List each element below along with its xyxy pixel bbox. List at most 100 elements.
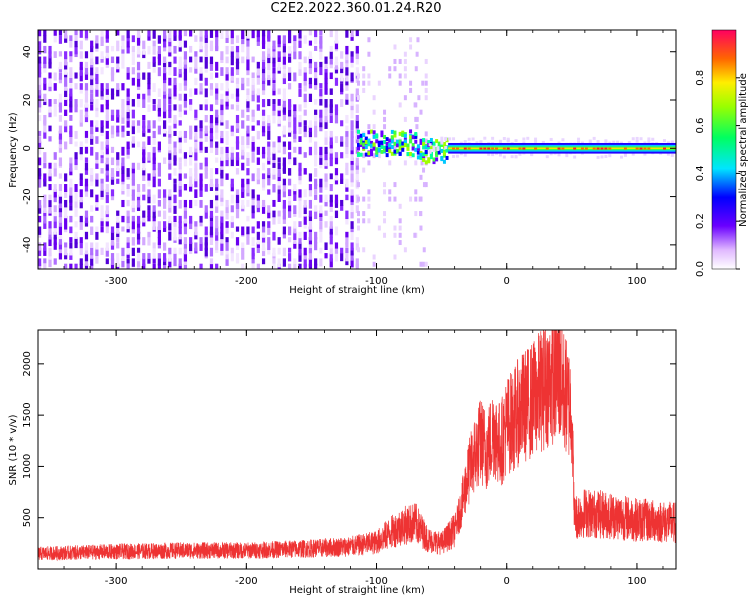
heatmap-cell — [230, 35, 234, 45]
heatmap-cell — [43, 199, 47, 208]
heatmap-cell — [95, 226, 99, 232]
heatmap-cell — [162, 189, 167, 198]
heatmap-cell — [38, 104, 42, 113]
heatmap-cell — [209, 72, 214, 80]
heatmap-cell — [340, 72, 344, 82]
heatmap-cell — [152, 242, 156, 249]
heatmap-cell — [308, 253, 313, 260]
heatmap-cell — [421, 80, 425, 86]
heatmap-cell — [359, 140, 363, 145]
heatmap-cell — [414, 131, 418, 136]
heatmap-cell — [314, 178, 318, 187]
heatmap-cell — [345, 146, 349, 154]
heatmap-cell — [419, 140, 423, 145]
heatmap-cell — [246, 178, 250, 185]
heatmap-cell — [303, 125, 307, 132]
heatmap-cell — [424, 145, 428, 150]
heatmap-cell — [38, 226, 42, 235]
heatmap-cell — [298, 221, 302, 228]
heatmap-cell — [168, 221, 172, 231]
heatmap-cell — [100, 226, 104, 233]
heatmap-cell — [100, 247, 104, 255]
heatmap-cell — [194, 242, 198, 252]
heatmap-cell — [380, 144, 384, 149]
heatmap-cell — [272, 258, 276, 264]
heatmap-cell — [162, 56, 167, 64]
heatmap-cell — [329, 88, 333, 95]
heatmap-cell — [126, 237, 130, 243]
heatmap-cell — [220, 178, 224, 187]
heatmap-cell — [38, 258, 42, 267]
heatmap-cell — [241, 136, 245, 145]
heatmap-cell — [334, 242, 339, 249]
heatmap-cell — [319, 162, 323, 169]
heatmap-cell — [142, 141, 146, 150]
heatmap-cell — [131, 221, 135, 230]
heatmap-cell — [261, 83, 266, 91]
heatmap-cell — [319, 40, 323, 49]
heatmap-cell — [215, 141, 219, 148]
heatmap-cell — [246, 93, 250, 102]
heatmap-cell — [121, 253, 125, 261]
heatmap-cell — [95, 109, 99, 118]
heatmap-cell — [220, 231, 224, 240]
heatmap-cell — [157, 221, 161, 231]
heatmap-cell — [414, 160, 418, 166]
heatmap-cell — [48, 247, 52, 257]
heatmap-cell — [422, 141, 426, 146]
heatmap-cell — [411, 146, 415, 151]
heatmap-cell — [162, 125, 167, 134]
colorbar-tick-label: 0.6 — [695, 118, 706, 134]
heatmap-cell — [215, 157, 219, 163]
heatmap-cell — [350, 242, 354, 251]
heatmap-cell — [121, 99, 125, 108]
heatmap-cell — [324, 136, 328, 146]
heatmap-cell — [126, 146, 130, 155]
heatmap-cell — [131, 67, 135, 75]
heatmap-cell — [183, 99, 188, 108]
heatmap-cell — [475, 141, 479, 145]
heatmap-cell — [235, 51, 240, 59]
heatmap-cell — [53, 205, 57, 213]
heatmap-cell — [95, 178, 99, 187]
heatmap-cell — [596, 140, 600, 144]
heatmap-cell — [277, 237, 281, 245]
heatmap-cell — [256, 67, 260, 76]
heatmap-cell — [204, 205, 208, 213]
heatmap-cell — [225, 152, 229, 161]
heatmap-cell — [38, 61, 42, 68]
heatmap-cell — [215, 30, 219, 38]
heatmap-cell — [282, 93, 286, 101]
heatmap-cell — [199, 221, 203, 227]
heatmap-cell — [90, 83, 94, 90]
heatmap-cell — [334, 152, 339, 158]
heatmap-cell — [429, 151, 433, 156]
heatmap-cell — [367, 142, 371, 147]
heatmap-cell — [340, 83, 344, 92]
heatmap-cell — [194, 67, 198, 74]
heatmap-cell — [183, 157, 188, 167]
heatmap-cell — [147, 237, 151, 246]
heatmap-cell — [183, 83, 188, 91]
heatmap-cell — [293, 231, 297, 240]
heatmap-cell — [414, 66, 418, 72]
heatmap-cell — [442, 153, 446, 158]
heatmap-cell — [183, 221, 188, 227]
heatmap-cell — [314, 61, 318, 68]
heatmap-cell — [277, 61, 281, 71]
heatmap-cell — [319, 237, 323, 243]
heatmap-cell — [204, 125, 208, 134]
heatmap-cell — [136, 226, 141, 234]
heatmap-cell — [415, 124, 419, 130]
heatmap-cell — [157, 35, 161, 44]
heatmap-cell — [372, 134, 376, 139]
heatmap-cell — [319, 258, 323, 267]
heatmap-cell — [225, 205, 229, 214]
heatmap-cell — [287, 35, 292, 44]
heatmap-cell — [194, 226, 198, 236]
heatmap-cell — [398, 218, 402, 224]
heatmap-cell — [58, 146, 63, 153]
heatmap-cell — [110, 67, 115, 76]
heatmap-cell — [298, 61, 302, 70]
heatmap-cell — [199, 215, 203, 223]
